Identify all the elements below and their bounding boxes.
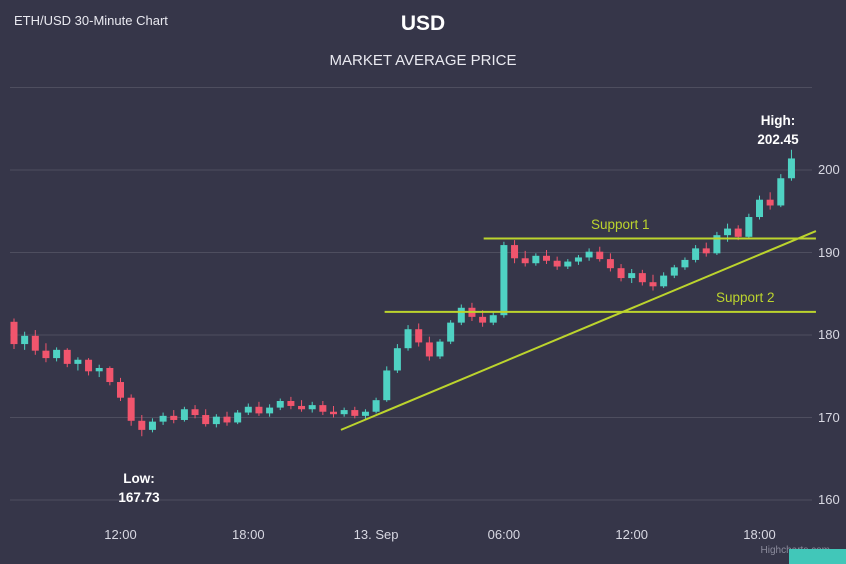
candle-body xyxy=(404,329,412,349)
candle-body xyxy=(383,370,391,401)
x-axis-label: 12:00 xyxy=(615,527,648,542)
candle-body xyxy=(85,359,93,372)
candle-body xyxy=(724,228,732,236)
candle-body xyxy=(596,251,604,260)
candle-body xyxy=(170,415,178,420)
chart-label: ETH/USD 30-Minute Chart xyxy=(14,13,168,28)
candle-body xyxy=(361,411,369,416)
candle-body xyxy=(287,401,295,406)
candle-body xyxy=(713,235,721,254)
candle-body xyxy=(31,335,39,351)
candle-body xyxy=(191,409,199,416)
candle-body xyxy=(148,421,156,430)
candle-body xyxy=(649,282,657,287)
candle-body xyxy=(319,405,327,412)
candle-body xyxy=(574,257,582,262)
candle-body xyxy=(511,245,519,259)
candle-body xyxy=(670,267,678,276)
candle-body xyxy=(638,273,646,283)
high-annotation-value: 202.45 xyxy=(757,132,799,147)
low-annotation-value: 167.73 xyxy=(118,490,160,505)
high-annotation: High: 202.45 xyxy=(732,111,824,149)
candle-body xyxy=(106,368,114,383)
candle-body xyxy=(244,406,252,413)
candle-body xyxy=(692,248,700,260)
y-axis-label: 170 xyxy=(818,409,840,425)
y-axis-label: 160 xyxy=(818,492,840,507)
candle-body xyxy=(425,342,433,357)
chart-subtitle: MARKET AVERAGE PRICE xyxy=(329,52,517,69)
candle-body xyxy=(372,400,380,412)
y-axis-label: 190 xyxy=(818,244,840,260)
x-axis-label: 12:00 xyxy=(104,527,137,542)
candle-body xyxy=(415,329,423,343)
candle-body xyxy=(298,405,306,410)
candle-body xyxy=(585,251,593,258)
candle-body xyxy=(393,348,401,371)
chart-title: USD xyxy=(400,12,446,35)
candle-body xyxy=(74,359,82,364)
candle-body xyxy=(628,273,636,279)
candle-body xyxy=(351,410,359,416)
x-axis-label: 18:00 xyxy=(232,527,265,542)
candle-body xyxy=(127,397,135,421)
candle-body xyxy=(95,368,103,372)
low-annotation-label: Low: xyxy=(123,471,155,486)
candle-body xyxy=(234,412,242,423)
low-annotation: Low: 167.73 xyxy=(97,469,181,507)
candle-body xyxy=(223,416,231,423)
candle-body xyxy=(53,349,61,359)
high-annotation-label: High: xyxy=(760,113,796,128)
candle-body xyxy=(212,416,220,425)
x-axis-label: 13. Sep xyxy=(353,527,399,542)
candle-body xyxy=(457,307,465,323)
support2-label: Support 2 xyxy=(716,290,775,305)
candle-body xyxy=(436,341,444,357)
candle-body xyxy=(138,420,146,430)
candle-body xyxy=(777,178,785,206)
candle-body xyxy=(681,259,689,268)
y-axis-label: 180 xyxy=(818,327,840,342)
candle-body xyxy=(702,248,710,254)
candle-body xyxy=(543,255,550,261)
candle-body xyxy=(63,349,71,364)
candle-body xyxy=(117,382,124,398)
candle-body xyxy=(202,415,210,425)
candle-body xyxy=(660,275,668,287)
candle-body xyxy=(266,407,274,414)
corner-accent xyxy=(789,549,846,564)
candle-body xyxy=(617,268,625,279)
candle-body xyxy=(756,199,763,218)
y-axis-label: 200 xyxy=(818,162,840,177)
candle-body xyxy=(479,316,487,323)
candle-body xyxy=(734,228,742,237)
candle-body xyxy=(308,405,316,410)
candle-body xyxy=(500,245,508,316)
candle-body xyxy=(745,217,753,237)
candle-body xyxy=(180,409,188,420)
candle-body xyxy=(276,401,284,408)
candle-body xyxy=(521,258,529,264)
x-axis-label: 18:00 xyxy=(743,527,776,542)
candle-body xyxy=(532,255,540,264)
candle-body xyxy=(159,415,167,422)
candle-body xyxy=(447,322,455,342)
candle-body xyxy=(330,411,337,415)
candle-body xyxy=(42,350,50,359)
candle-body xyxy=(340,410,348,415)
candle-body xyxy=(489,315,497,323)
x-axis-label: 06:00 xyxy=(487,527,521,542)
candle-body xyxy=(553,260,561,267)
candle-body xyxy=(10,321,18,345)
candle-body xyxy=(766,199,774,206)
candle-body xyxy=(21,335,29,345)
candle-body xyxy=(606,259,614,269)
support1-label: Support 1 xyxy=(591,217,650,232)
candle-body xyxy=(255,406,263,414)
trendline xyxy=(340,230,817,431)
candle-body xyxy=(564,261,572,267)
candle-body xyxy=(787,158,795,179)
